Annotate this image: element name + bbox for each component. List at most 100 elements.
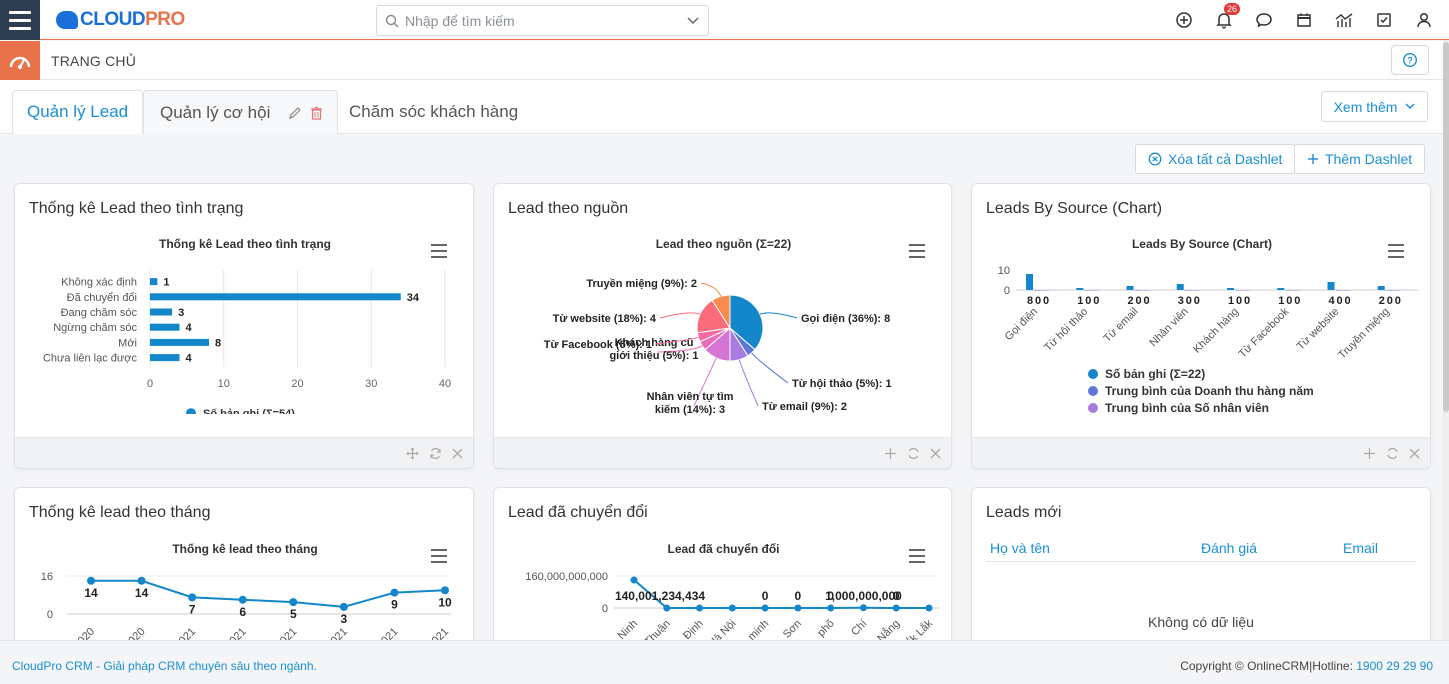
legend-label: Số bản ghi (Σ=54) bbox=[203, 408, 295, 414]
converted-series-line bbox=[633, 579, 929, 609]
hamburger-menu-button[interactable] bbox=[0, 0, 40, 40]
chart-menu-icon[interactable] bbox=[431, 549, 447, 563]
chart-title: Thống kê lead theo tháng bbox=[172, 542, 318, 556]
edit-pencil-icon[interactable] bbox=[288, 106, 302, 120]
status-bar bbox=[150, 354, 180, 362]
help-button[interactable]: ? bbox=[1391, 45, 1429, 75]
chart-menu-icon[interactable] bbox=[431, 244, 447, 258]
calendar-icon[interactable] bbox=[1293, 9, 1315, 31]
source-column-bar bbox=[1076, 288, 1084, 290]
chart-menu-icon[interactable] bbox=[909, 244, 925, 258]
hotline-link[interactable]: 1900 29 29 90 bbox=[1356, 659, 1433, 673]
source-column-bar bbox=[1293, 290, 1301, 291]
refresh-icon[interactable] bbox=[429, 447, 442, 460]
close-icon[interactable] bbox=[1409, 448, 1420, 459]
column-value-label: 4 bbox=[1328, 295, 1335, 307]
close-icon[interactable] bbox=[452, 448, 463, 459]
x-tick-label: 0 bbox=[147, 378, 153, 390]
column-header-rating[interactable]: Đánh giá bbox=[1201, 540, 1258, 556]
x-category-label: Định bbox=[681, 618, 705, 642]
global-search[interactable]: Nhập để tìm kiếm bbox=[376, 5, 709, 36]
pie-data-label: Từ website (18%): 4 bbox=[553, 313, 657, 325]
y-tick-label: 10 bbox=[998, 265, 1010, 277]
page-scrollbar-thumb[interactable] bbox=[1443, 42, 1449, 412]
page-header-bar: TRANG CHỦ ? bbox=[0, 41, 1449, 80]
chart-menu-icon[interactable] bbox=[1388, 244, 1404, 258]
bar-value-label: 34 bbox=[407, 292, 420, 304]
chat-icon[interactable] bbox=[1253, 9, 1275, 31]
dashlet-lead-by-status: Thống kê Lead theo tình trạng Thống kê L… bbox=[14, 183, 474, 469]
source-column-bar bbox=[1192, 290, 1200, 291]
source-column-bar bbox=[1126, 286, 1134, 290]
column-value-label: 0 bbox=[1035, 295, 1041, 307]
column-header-email[interactable]: Email bbox=[1343, 540, 1379, 556]
close-icon[interactable] bbox=[930, 448, 941, 459]
dashboard-gauge-icon[interactable] bbox=[0, 41, 40, 80]
add-circle-icon[interactable] bbox=[1173, 9, 1195, 31]
more-tabs-button[interactable]: Xem thêm bbox=[1321, 91, 1428, 122]
dashlet-title: Thống kê lead theo tháng bbox=[29, 504, 211, 521]
move-icon[interactable] bbox=[406, 447, 419, 460]
tab-quan-ly-lead[interactable]: Quản lý Lead bbox=[12, 90, 144, 134]
analytics-icon[interactable] bbox=[1333, 9, 1355, 31]
status-bar bbox=[150, 323, 180, 331]
converted-point bbox=[794, 604, 802, 612]
monthly-series-line bbox=[91, 579, 446, 608]
monthly-point bbox=[289, 598, 298, 607]
point-value-label: 9 bbox=[391, 598, 398, 612]
move-icon[interactable] bbox=[1363, 447, 1376, 460]
y-tick-label: 0 bbox=[602, 603, 608, 615]
chevron-down-icon[interactable] bbox=[686, 16, 700, 26]
footer-tagline[interactable]: CloudPro CRM - Giải pháp CRM chuyên sâu … bbox=[12, 659, 317, 673]
chevron-down-icon bbox=[1405, 103, 1415, 110]
bell-icon[interactable]: 26 bbox=[1213, 3, 1241, 31]
point-value-label: 140,001,234,434 bbox=[615, 589, 705, 603]
legend-marker bbox=[186, 408, 196, 414]
footer-copyright: Copyright © OnlineCRM|Hotline: 1900 29 2… bbox=[1180, 659, 1433, 673]
task-checkbox-icon[interactable] bbox=[1373, 9, 1395, 31]
source-column-bar bbox=[1042, 290, 1049, 291]
legend-marker bbox=[1088, 369, 1098, 379]
tab-cham-soc-khach-hang[interactable]: Chăm sóc khách hàng bbox=[349, 102, 519, 121]
point-value-label: 14 bbox=[84, 586, 98, 600]
user-profile-icon[interactable] bbox=[1413, 9, 1435, 31]
source-column-bar bbox=[1393, 290, 1401, 291]
tab-quan-ly-co-hoi[interactable]: Quản lý cơ hội bbox=[143, 90, 339, 134]
empty-state-text: Không có dữ liệu bbox=[1148, 614, 1254, 630]
pie-data-label: Từ hội thảo (5%): 1 bbox=[792, 378, 892, 390]
search-icon bbox=[385, 14, 399, 27]
dashlet-new-leads: Leads mới Họ và tên Đánh giá Email Không… bbox=[971, 487, 1431, 667]
source-column-bar bbox=[1277, 288, 1285, 290]
delete-trash-icon[interactable] bbox=[310, 106, 323, 120]
pie-connector bbox=[751, 352, 789, 384]
y-tick-label: 16 bbox=[41, 571, 53, 583]
source-column-bar bbox=[1184, 290, 1192, 291]
pie-connector bbox=[700, 282, 722, 297]
dashlet-title: Leads mới bbox=[986, 504, 1062, 521]
chart-menu-icon[interactable] bbox=[909, 549, 925, 563]
column-value-label: 0 bbox=[1043, 295, 1049, 307]
source-column-bar bbox=[1026, 274, 1033, 290]
monthly-point bbox=[87, 576, 95, 585]
add-dashlet-button[interactable]: Thêm Dashlet bbox=[1294, 144, 1426, 174]
clear-all-dashlets-button[interactable]: Xóa tất cả Dashlet bbox=[1135, 144, 1296, 174]
source-column-bar bbox=[1227, 288, 1234, 290]
move-icon[interactable] bbox=[884, 447, 897, 460]
source-column-bar bbox=[1235, 290, 1242, 291]
refresh-icon[interactable] bbox=[1386, 447, 1399, 460]
chart-title: Lead theo nguồn (Σ=22) bbox=[655, 237, 792, 251]
x-category-label: phố bbox=[815, 618, 836, 639]
source-pie-chart: Gọi điện (36%): 8 Từ hội thảo (5%): 1 Từ e… bbox=[544, 278, 892, 416]
refresh-icon[interactable] bbox=[907, 447, 920, 460]
monthly-point bbox=[137, 576, 146, 585]
column-header-name[interactable]: Họ và tên bbox=[990, 540, 1050, 556]
monthly-point bbox=[390, 588, 399, 597]
point-value-label: 6 bbox=[239, 605, 246, 619]
converted-point bbox=[696, 604, 704, 612]
x-tick-label: 20 bbox=[291, 378, 303, 390]
search-input[interactable]: Nhập để tìm kiếm bbox=[405, 12, 515, 29]
cloudpro-logo[interactable]: CLOUDPRO bbox=[56, 7, 185, 33]
pie-connector bbox=[657, 345, 703, 353]
y-tick-label: 0 bbox=[47, 609, 53, 621]
